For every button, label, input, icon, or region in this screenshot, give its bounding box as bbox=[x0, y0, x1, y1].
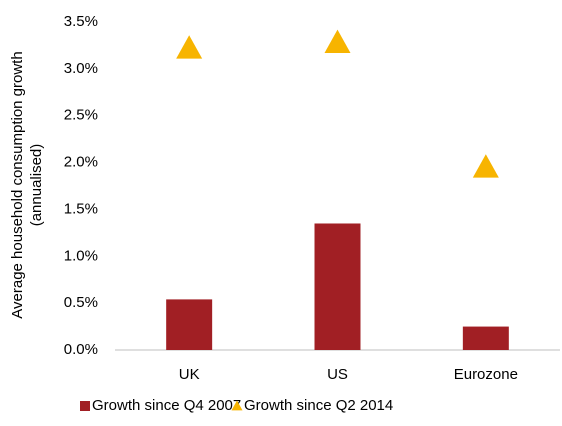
bar bbox=[166, 299, 213, 350]
y-axis-title-line: (annualised) bbox=[28, 144, 45, 227]
y-tick-label: 3.5% bbox=[64, 13, 98, 30]
legend-swatch bbox=[231, 400, 243, 411]
y-tick-label: 0.0% bbox=[64, 341, 98, 358]
y-tick-label: 3.0% bbox=[64, 60, 98, 77]
y-tick-label: 1.5% bbox=[64, 200, 98, 217]
y-tick-label: 2.5% bbox=[64, 107, 98, 124]
y-tick-label: 1.0% bbox=[64, 247, 98, 264]
marker bbox=[176, 35, 203, 59]
y-tick-label: 0.5% bbox=[64, 294, 98, 311]
bar bbox=[314, 223, 361, 350]
bar bbox=[462, 326, 509, 350]
y-axis-title-line: Average household consumption growth bbox=[9, 51, 26, 318]
legend-swatch bbox=[80, 401, 90, 411]
x-tick-label: UK bbox=[179, 366, 200, 383]
y-axis-title: Average household consumption growth (an… bbox=[9, 51, 45, 318]
legend-label: Growth since Q4 2007 bbox=[92, 397, 241, 414]
marker bbox=[324, 29, 351, 54]
x-tick-label: US bbox=[327, 366, 348, 383]
marker bbox=[472, 154, 499, 178]
x-tick-label: Eurozone bbox=[454, 366, 518, 383]
legend-label: Growth since Q2 2014 bbox=[244, 397, 393, 414]
y-tick-label: 2.0% bbox=[64, 154, 98, 171]
